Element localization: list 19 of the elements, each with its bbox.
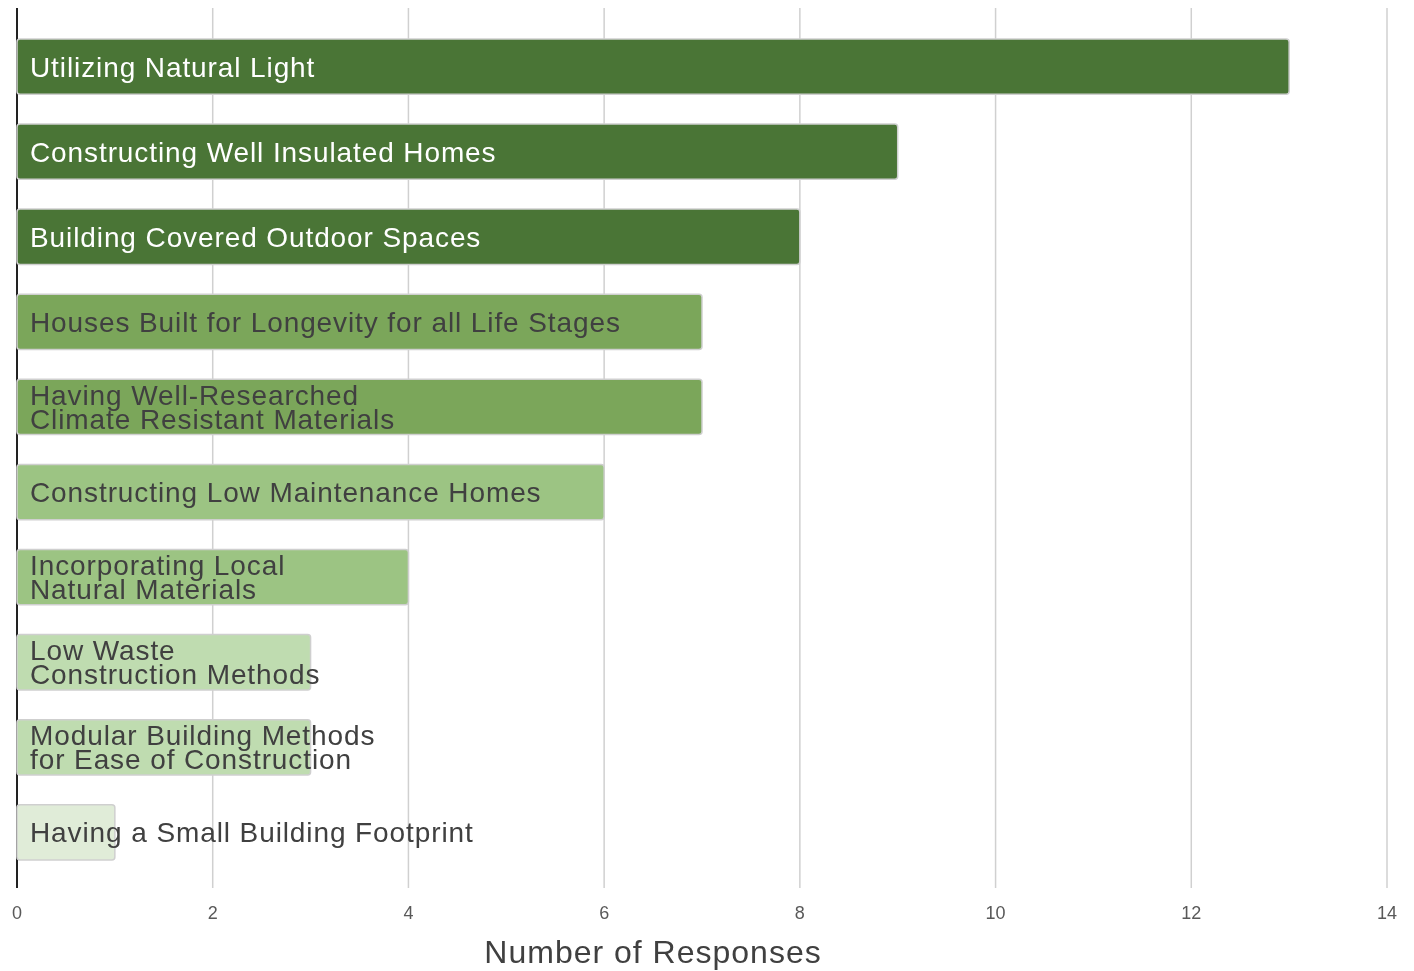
y-tick-label: Constructing Low Maintenance Homes (30, 476, 542, 508)
y-tick-label: Incorporating Local Natural Materials (30, 549, 286, 605)
y-tick-label: Constructing Well Insulated Homes (30, 136, 497, 168)
y-tick-label: Modular Building Methods for Ease of Construction (30, 719, 376, 775)
y-tick-label: Having Well-Researched Climate Resistant Materials (30, 379, 396, 435)
x-tick-label: 0 (11, 903, 23, 923)
y-tick-label: Low Waste Construction Methods (30, 634, 321, 690)
x-tick-label: 14 (1376, 903, 1398, 923)
x-tick-label: 12 (1181, 903, 1202, 923)
y-tick-label: Houses Built for Longevity for all Life Stages (30, 306, 621, 338)
x-tick-label: 6 (599, 903, 610, 923)
x-tick-label: 8 (794, 903, 805, 923)
y-tick-label: Having a Small Building Footprint (30, 816, 474, 848)
x-tick-label: 2 (207, 903, 218, 923)
x-tick-label: 4 (403, 903, 414, 923)
x-axis-title: Number of Responses (484, 934, 822, 970)
y-tick-label: Building Covered Outdoor Spaces (30, 221, 482, 253)
y-tick-label: Utilizing Natural Light (30, 51, 316, 83)
x-tick-label: 10 (985, 903, 1006, 923)
